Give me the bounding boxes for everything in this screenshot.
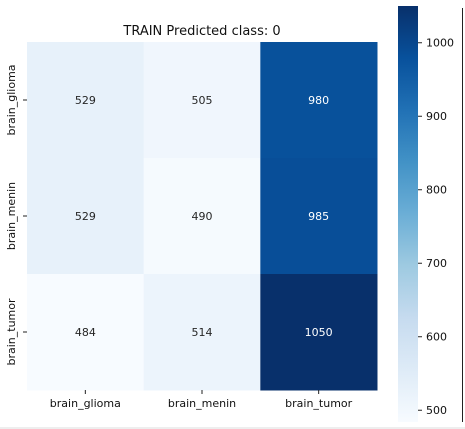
y-tick-label: brain_menin — [5, 182, 18, 250]
heatmap-cell — [260, 274, 378, 391]
cell-value-label: 484 — [75, 326, 96, 339]
y-axis: brain_glioma brain_menin brain_tumor — [5, 64, 27, 366]
chart-title: TRAIN Predicted class: 0 — [122, 24, 280, 39]
heatmap-cell — [27, 158, 145, 275]
colorbar-tick-label: 500 — [426, 404, 447, 417]
colorbar-tick-label: 600 — [426, 331, 447, 344]
cell-value-label: 985 — [308, 210, 329, 223]
heatmap-cell — [260, 42, 378, 159]
heatmap-cells — [27, 42, 378, 391]
heatmap-cell — [260, 158, 378, 275]
heatmap-cell — [143, 158, 261, 275]
colorbar-tick-label: 800 — [426, 184, 447, 197]
y-tick-label: brain_tumor — [5, 298, 18, 366]
colorbar — [398, 6, 418, 422]
colorbar-axis: 500 600 700 800 900 1000 — [418, 37, 454, 417]
cell-value-label: 980 — [308, 94, 329, 107]
heatmap-cell — [27, 274, 145, 391]
heatmap-cell — [143, 274, 261, 391]
heatmap-cell-labels: 529 505 980 529 490 985 484 514 1050 — [75, 94, 333, 339]
heatmap-cell — [27, 42, 145, 159]
colorbar-tick-label: 900 — [426, 110, 447, 123]
cell-value-label: 490 — [192, 210, 213, 223]
x-tick-label: brain_glioma — [50, 397, 121, 410]
y-tick-label: brain_glioma — [5, 64, 18, 135]
cell-value-label: 1050 — [305, 326, 333, 339]
colorbar-tick-label: 1000 — [426, 37, 454, 50]
cell-value-label: 529 — [75, 94, 96, 107]
colorbar-tick-label: 700 — [426, 257, 447, 270]
heatmap-cell — [143, 42, 261, 159]
cell-value-label: 529 — [75, 210, 96, 223]
right-border — [462, 8, 463, 422]
cell-value-label: 514 — [192, 326, 213, 339]
bottom-border — [0, 427, 465, 429]
x-tick-label: brain_menin — [168, 397, 236, 410]
x-axis: brain_glioma brain_menin brain_tumor — [50, 390, 353, 410]
cell-value-label: 505 — [192, 94, 213, 107]
x-tick-label: brain_tumor — [285, 397, 353, 410]
